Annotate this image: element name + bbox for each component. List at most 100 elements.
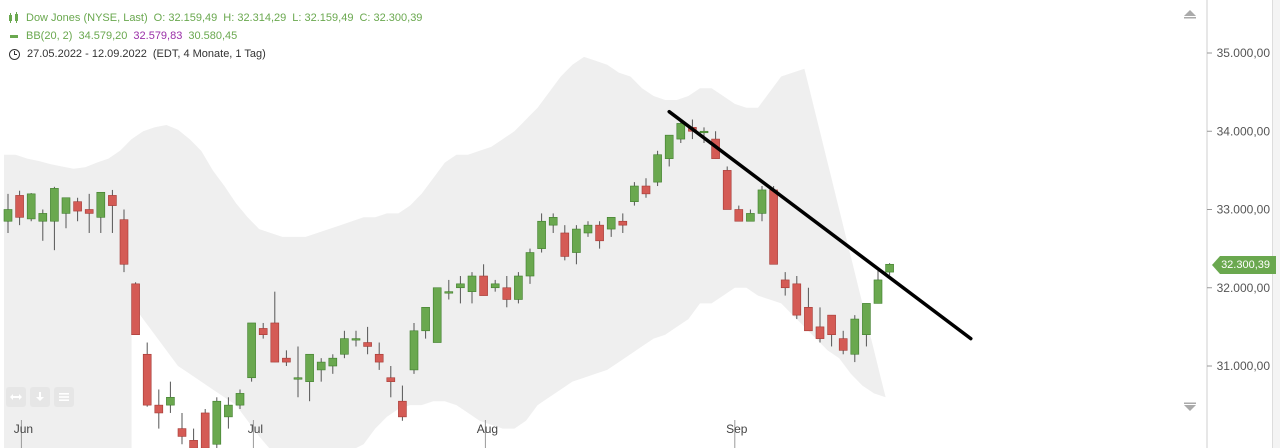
candle-body: [50, 188, 59, 222]
candle-body: [792, 283, 802, 316]
candle: [316, 358, 326, 382]
candle: [293, 346, 303, 398]
candle-body: [154, 404, 164, 414]
candle: [780, 272, 790, 296]
candle-body: [84, 209, 94, 214]
candle-body: [618, 220, 628, 226]
candle-body: [490, 283, 500, 289]
candle: [548, 213, 558, 233]
trendline: [667, 109, 973, 341]
candle: [490, 279, 500, 292]
candle-body: [456, 283, 465, 289]
expand-horizontal-icon[interactable]: [6, 387, 26, 407]
candle: [734, 205, 744, 222]
candle: [676, 119, 686, 143]
candle: [398, 385, 407, 421]
candle: [3, 193, 13, 233]
candle-body: [108, 195, 117, 206]
scroll-up-icon[interactable]: [1183, 9, 1197, 19]
legend-bb-middle: 32.579,83: [133, 30, 183, 42]
candle: [409, 322, 419, 374]
candle: [467, 272, 477, 304]
candle: [595, 221, 604, 249]
candle: [456, 276, 465, 304]
trendline-layer: [667, 109, 973, 341]
candle: [838, 330, 848, 355]
legend-bb-lower: 30.580,45: [188, 30, 238, 42]
candle: [282, 350, 291, 366]
candle-body: [757, 189, 767, 214]
candle-body: [142, 353, 152, 406]
clock-icon: [9, 48, 20, 60]
x-tick-label: Jun: [14, 422, 33, 436]
candles: [3, 119, 894, 448]
candle-body: [664, 134, 674, 159]
candle: [270, 291, 280, 363]
candle-body: [398, 400, 407, 418]
menu-icon[interactable]: [54, 387, 74, 407]
candle: [583, 221, 593, 237]
candle: [131, 282, 140, 335]
y-tick-label: 34.000,00: [1217, 124, 1271, 138]
legend-close: C: 32.300,39: [359, 12, 423, 24]
legend-series-name: Dow Jones (NYSE, Last): [26, 12, 148, 24]
candle: [305, 353, 314, 402]
candle: [235, 389, 245, 410]
download-icon[interactable]: [30, 387, 50, 407]
candlestick-icon: [8, 12, 20, 24]
candle: [862, 303, 871, 347]
candle: [699, 127, 709, 143]
candle: [873, 268, 883, 304]
candle: [769, 186, 778, 265]
candle-body: [502, 287, 512, 300]
candle: [38, 209, 48, 241]
candle-body: [235, 393, 245, 406]
candle-body: [409, 330, 419, 371]
candle-body: [432, 287, 442, 343]
candle-body: [525, 252, 535, 277]
candle: [73, 197, 82, 222]
candle-body: [838, 338, 848, 351]
candle: [154, 389, 164, 429]
candle: [479, 264, 488, 296]
candle-body: [386, 377, 396, 382]
candle-body: [421, 307, 430, 332]
candle-body: [15, 195, 24, 218]
candle: [827, 314, 836, 347]
candle-body: [305, 353, 314, 382]
candle: [653, 150, 662, 187]
candle: [26, 193, 36, 222]
candle: [664, 134, 674, 167]
scroll-down-icon[interactable]: [1183, 402, 1197, 412]
candle: [525, 248, 535, 284]
candle: [815, 307, 825, 343]
candle-body: [583, 224, 593, 234]
candle: [850, 315, 860, 363]
candle: [444, 279, 454, 300]
candle: [502, 276, 512, 308]
legend-bb-label: BB(20, 2): [26, 30, 73, 42]
candle: [258, 322, 268, 339]
candle-body: [479, 275, 488, 296]
legend-date-range: 27.05.2022 - 12.09.2022: [27, 48, 147, 60]
candle: [84, 193, 94, 233]
y-tick-label: 33.000,00: [1217, 203, 1271, 217]
candle: [514, 272, 523, 304]
candle-body: [270, 322, 280, 363]
candle: [177, 412, 187, 445]
chart-legend: Dow Jones (NYSE, Last) O: 32.159,49 H: 3…: [8, 9, 422, 63]
last-price-tag: 32.300,39: [1212, 256, 1276, 274]
candle-body: [595, 224, 604, 242]
candle: [572, 225, 581, 265]
candle-body: [293, 377, 303, 380]
candle-body: [676, 123, 686, 140]
y-tick-label: 35.000,00: [1217, 46, 1271, 60]
candle: [722, 166, 732, 210]
candle-body: [212, 400, 222, 445]
candle-body: [815, 326, 825, 339]
candle-body: [641, 185, 651, 195]
x-tick-label: Jul: [248, 422, 263, 436]
candle: [247, 322, 256, 382]
candle-body: [827, 314, 836, 336]
candle: [96, 191, 106, 233]
